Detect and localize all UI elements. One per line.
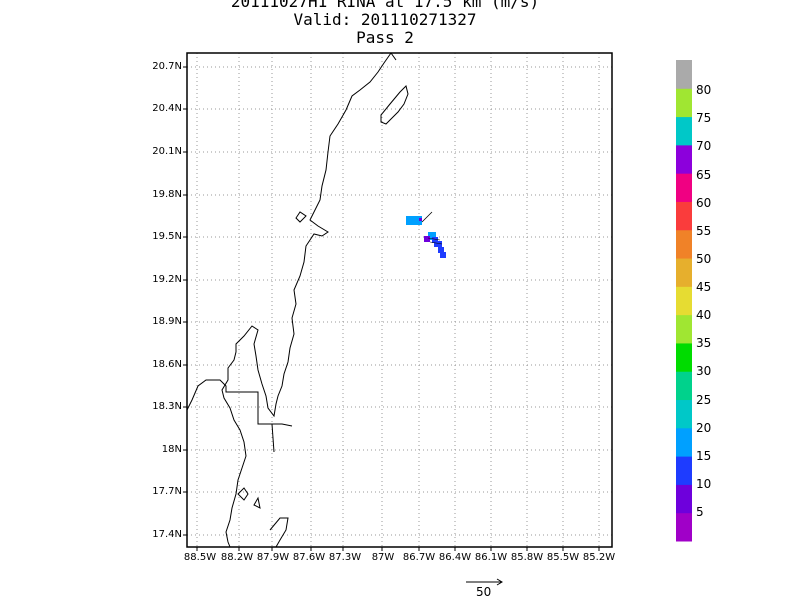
lat-tick-label: 17.4N <box>152 529 182 540</box>
lon-tick-label: 88.5W <box>183 552 217 563</box>
lat-tick-label: 18N <box>161 444 182 455</box>
colorbar-swatch <box>676 173 692 202</box>
lat-tick-label: 20.1N <box>152 146 182 157</box>
colorbar-label: 25 <box>696 393 712 407</box>
lat-tick-label: 19.2N <box>152 274 182 285</box>
colorbar-label: 10 <box>696 477 712 491</box>
lon-tick-label: 88.2W <box>220 552 254 563</box>
colorbar-swatch <box>676 60 692 89</box>
lon-tick-label: 85.2W <box>582 552 616 563</box>
reference-vector-label: 50 <box>476 585 492 599</box>
lon-tick-label: 85.5W <box>546 552 580 563</box>
lat-tick-label: 18.9N <box>152 316 182 327</box>
colorbar-label: 55 <box>696 224 712 238</box>
colorbar-label: 60 <box>696 196 712 210</box>
lat-tick-label: 20.4N <box>152 103 182 114</box>
colorbar-swatch <box>676 229 692 259</box>
lat-tick-label: 18.3N <box>152 401 182 412</box>
colorbar-label: 65 <box>696 168 712 182</box>
lon-tick-label: 86.4W <box>438 552 472 563</box>
lon-tick-label: 86.1W <box>474 552 508 563</box>
plot-title-line-1: 20111027H1 RINA at 17.5 km (m/s) <box>230 0 540 11</box>
plot-title-line-3: Pass 2 <box>356 28 414 47</box>
lon-tick-label: 87.6W <box>292 552 326 563</box>
lon-tick-label: 87W <box>371 552 395 563</box>
colorbar-swatch <box>676 258 692 287</box>
coastline <box>186 52 409 548</box>
wind-speed-patches <box>406 211 446 258</box>
grid-lines <box>187 53 612 547</box>
colorbar-label: 35 <box>696 336 712 350</box>
tick-marks <box>183 66 600 551</box>
lat-tick-label: 19.8N <box>152 189 182 200</box>
colorbar-label: 75 <box>696 111 712 125</box>
lat-tick-label: 19.5N <box>152 231 182 242</box>
reference-vector-arrow <box>466 578 503 586</box>
colorbar-label: 80 <box>696 83 712 97</box>
colorbar-swatch <box>676 286 692 316</box>
colorbar <box>676 60 692 542</box>
colorbar-swatch <box>676 512 692 542</box>
lat-tick-label: 17.7N <box>152 486 182 497</box>
colorbar-label: 15 <box>696 449 712 463</box>
colorbar-label: 70 <box>696 139 712 153</box>
lon-tick-label: 86.7W <box>402 552 436 563</box>
colorbar-swatch <box>676 201 692 231</box>
colorbar-swatch <box>676 484 692 514</box>
colorbar-swatch <box>676 342 692 372</box>
lon-tick-label: 87.9W <box>256 552 290 563</box>
colorbar-label: 20 <box>696 421 712 435</box>
colorbar-swatch <box>676 371 692 401</box>
colorbar-swatch <box>676 399 692 429</box>
colorbar-label: 5 <box>696 505 704 519</box>
colorbar-swatch <box>676 456 692 485</box>
colorbar-label: 45 <box>696 280 712 294</box>
colorbar-swatch <box>676 314 692 344</box>
map-frame <box>186 52 613 548</box>
lon-tick-label: 85.8W <box>510 552 544 563</box>
colorbar-swatch <box>676 427 692 457</box>
lat-tick-label: 18.6N <box>152 359 182 370</box>
colorbar-swatch <box>676 144 692 174</box>
plot-title-line-2: Valid: 201110271327 <box>293 10 477 29</box>
colorbar-label: 30 <box>696 364 712 378</box>
colorbar-label: 50 <box>696 252 712 266</box>
colorbar-swatch <box>676 116 692 146</box>
colorbar-swatch <box>676 88 692 118</box>
colorbar-label: 40 <box>696 308 712 322</box>
lat-tick-label: 20.7N <box>152 61 182 72</box>
lon-tick-label: 87.3W <box>328 552 362 563</box>
